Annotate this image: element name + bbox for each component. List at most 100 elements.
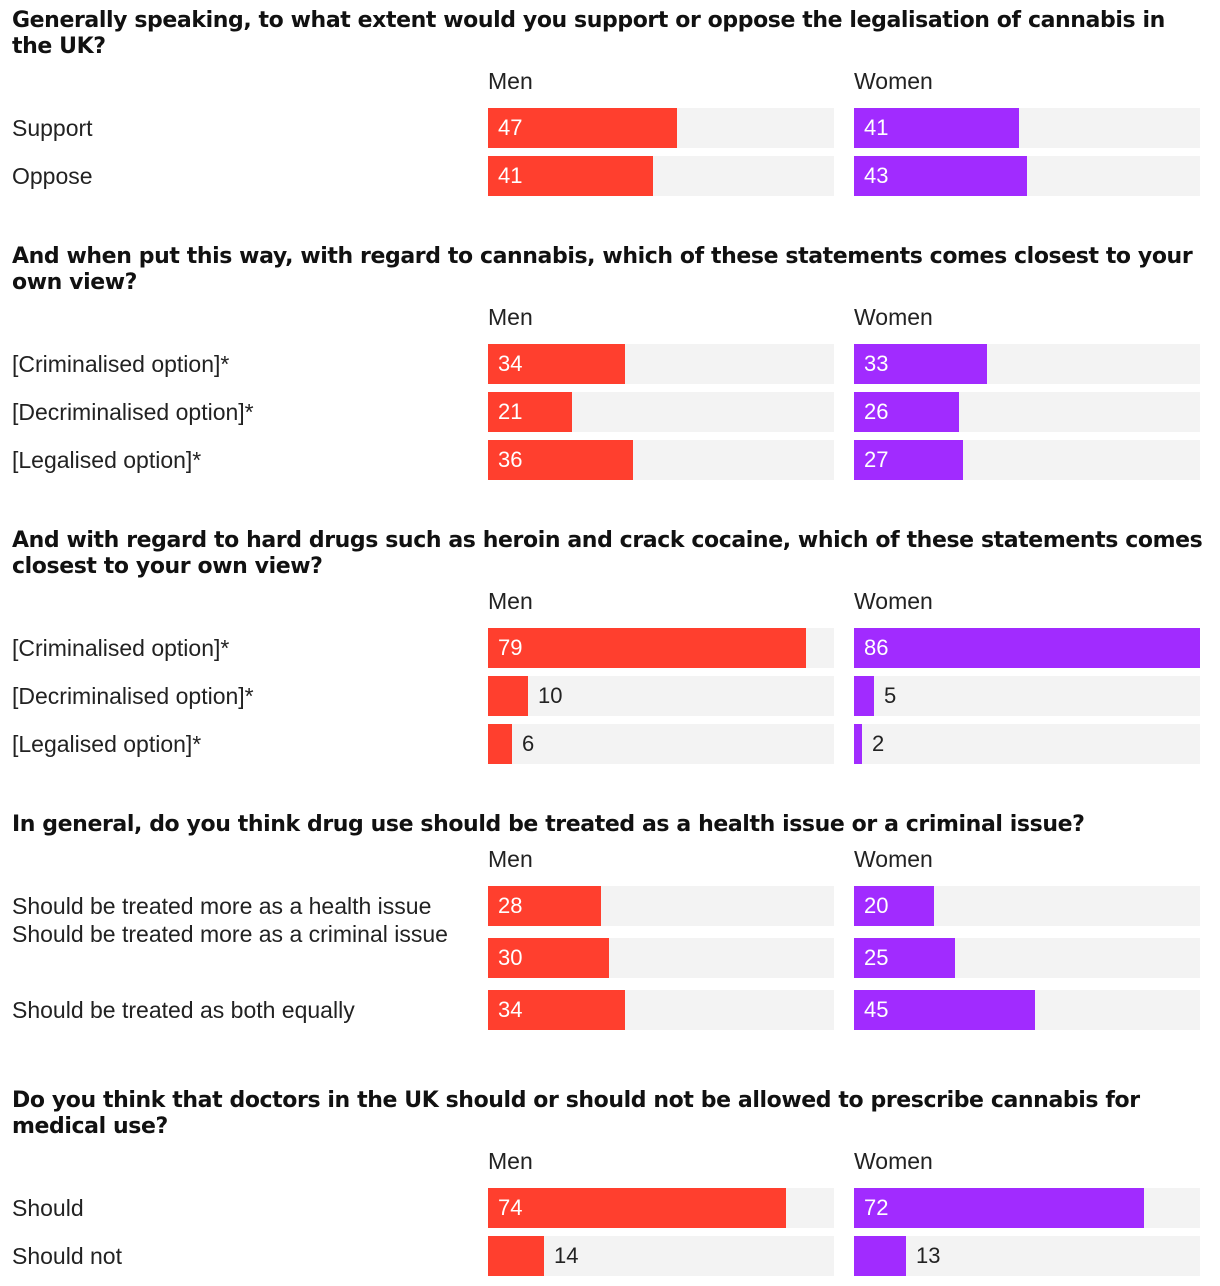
value-label: 27 xyxy=(864,447,889,472)
bar-track: 5 xyxy=(854,676,1200,716)
series-header-women: Women xyxy=(854,588,933,614)
question-title: And with regard to hard drugs such as he… xyxy=(12,528,1203,579)
bar-track: 74 xyxy=(488,1188,834,1228)
bar-track: 30 xyxy=(488,938,834,978)
bar-men xyxy=(488,886,601,926)
value-label: 5 xyxy=(884,683,897,708)
bar-women xyxy=(854,1236,906,1276)
category-label: Should be treated as both equally xyxy=(12,997,355,1023)
bar-track: 41 xyxy=(488,156,834,196)
bar-women xyxy=(854,440,963,480)
bar-track: 21 xyxy=(488,392,834,432)
bar-men xyxy=(488,628,806,668)
bar-track: 36 xyxy=(488,440,834,480)
value-label: 21 xyxy=(498,399,523,424)
bar-men xyxy=(488,676,528,716)
value-label: 20 xyxy=(864,893,889,918)
bar-track: 6 xyxy=(488,724,834,764)
category-label: Should xyxy=(12,1195,84,1221)
bar-women xyxy=(854,676,874,716)
bar-men xyxy=(488,440,633,480)
value-label: 34 xyxy=(498,997,523,1022)
value-label: 79 xyxy=(498,635,523,660)
chart-section: And when put this way, with regard to ca… xyxy=(12,244,1208,480)
bar-men xyxy=(488,108,677,148)
bar-men xyxy=(488,724,512,764)
bar-women xyxy=(854,886,934,926)
bar-track: 41 xyxy=(854,108,1200,148)
series-header-women: Women xyxy=(854,304,933,330)
bar-men xyxy=(488,938,609,978)
category-label: Should be treated more as a criminal iss… xyxy=(12,921,448,947)
category-row: Support 47 41 xyxy=(12,108,1208,148)
value-label: 26 xyxy=(864,399,889,424)
bar-track: 10 xyxy=(488,676,834,716)
bar-track: 45 xyxy=(854,990,1200,1030)
bar-men xyxy=(488,156,653,196)
bar-women xyxy=(854,938,955,978)
value-label: 6 xyxy=(522,731,535,756)
category-label: [Criminalised option]* xyxy=(12,351,230,377)
category-label: [Decriminalised option]* xyxy=(12,683,254,709)
category-row: [Decriminalised option]* 10 5 xyxy=(12,676,1208,716)
category-row: Should not 14 13 xyxy=(12,1236,1208,1276)
chart-section: Generally speaking, to what extent would… xyxy=(12,8,1208,196)
bar-track: 26 xyxy=(854,392,1200,432)
category-label: [Legalised option]* xyxy=(12,731,202,757)
category-row: [Criminalised option]* 34 33 xyxy=(12,344,1208,384)
value-label: 43 xyxy=(864,163,889,188)
value-label: 36 xyxy=(498,447,523,472)
series-header-men: Men xyxy=(488,68,533,94)
question-title: Do you think that doctors in the UK shou… xyxy=(12,1088,1140,1139)
question-title: And when put this way, with regard to ca… xyxy=(12,244,1193,295)
chart-section: And with regard to hard drugs such as he… xyxy=(12,528,1208,764)
bar-men xyxy=(488,990,625,1030)
series-header-men: Men xyxy=(488,846,533,872)
value-label: 14 xyxy=(554,1243,579,1268)
series-header-women: Women xyxy=(854,68,933,94)
bar-women xyxy=(854,108,1019,148)
category-row: Should be treated more as a criminal iss… xyxy=(12,921,1208,982)
value-label: 34 xyxy=(498,351,523,376)
bar-track: 79 xyxy=(488,628,834,668)
question-title: In general, do you think drug use should… xyxy=(12,812,1085,837)
value-label: 30 xyxy=(498,945,523,970)
value-label: 33 xyxy=(864,351,889,376)
category-row: [Legalised option]* 36 27 xyxy=(12,440,1208,480)
value-label: 47 xyxy=(498,115,523,140)
value-label: 41 xyxy=(498,163,523,188)
bar-track: 34 xyxy=(488,344,834,384)
category-label: Oppose xyxy=(12,163,93,189)
category-row: Should 74 72 xyxy=(12,1188,1208,1228)
bar-track: 86 xyxy=(854,628,1200,668)
bar-men xyxy=(488,392,572,432)
bar-track: 13 xyxy=(854,1236,1200,1276)
category-label: Support xyxy=(12,115,93,141)
bar-women xyxy=(854,392,959,432)
series-header-women: Women xyxy=(854,846,933,872)
bar-track: 33 xyxy=(854,344,1200,384)
bar-track: 27 xyxy=(854,440,1200,480)
value-label: 72 xyxy=(864,1195,889,1220)
bar-women xyxy=(854,1188,1144,1228)
bar-track: 43 xyxy=(854,156,1200,196)
series-header-men: Men xyxy=(488,1148,533,1174)
category-row: Oppose 41 43 xyxy=(12,156,1208,196)
bar-men xyxy=(488,1236,544,1276)
value-label: 74 xyxy=(498,1195,523,1220)
category-label: [Criminalised option]* xyxy=(12,635,230,661)
category-row: [Legalised option]* 6 2 xyxy=(12,724,1208,764)
bar-men xyxy=(488,344,625,384)
question-title: Generally speaking, to what extent would… xyxy=(12,8,1165,59)
value-label: 10 xyxy=(538,683,563,708)
chart-section: In general, do you think drug use should… xyxy=(12,812,1208,1030)
bar-track: 14 xyxy=(488,1236,834,1276)
value-label: 28 xyxy=(498,893,523,918)
bar-women xyxy=(854,724,862,764)
value-label: 25 xyxy=(864,945,889,970)
bar-women xyxy=(854,156,1027,196)
bar-track: 47 xyxy=(488,108,834,148)
category-label: [Legalised option]* xyxy=(12,447,202,473)
category-row: Should be treated more as a health issue… xyxy=(12,886,1208,926)
bar-track: 28 xyxy=(488,886,834,926)
